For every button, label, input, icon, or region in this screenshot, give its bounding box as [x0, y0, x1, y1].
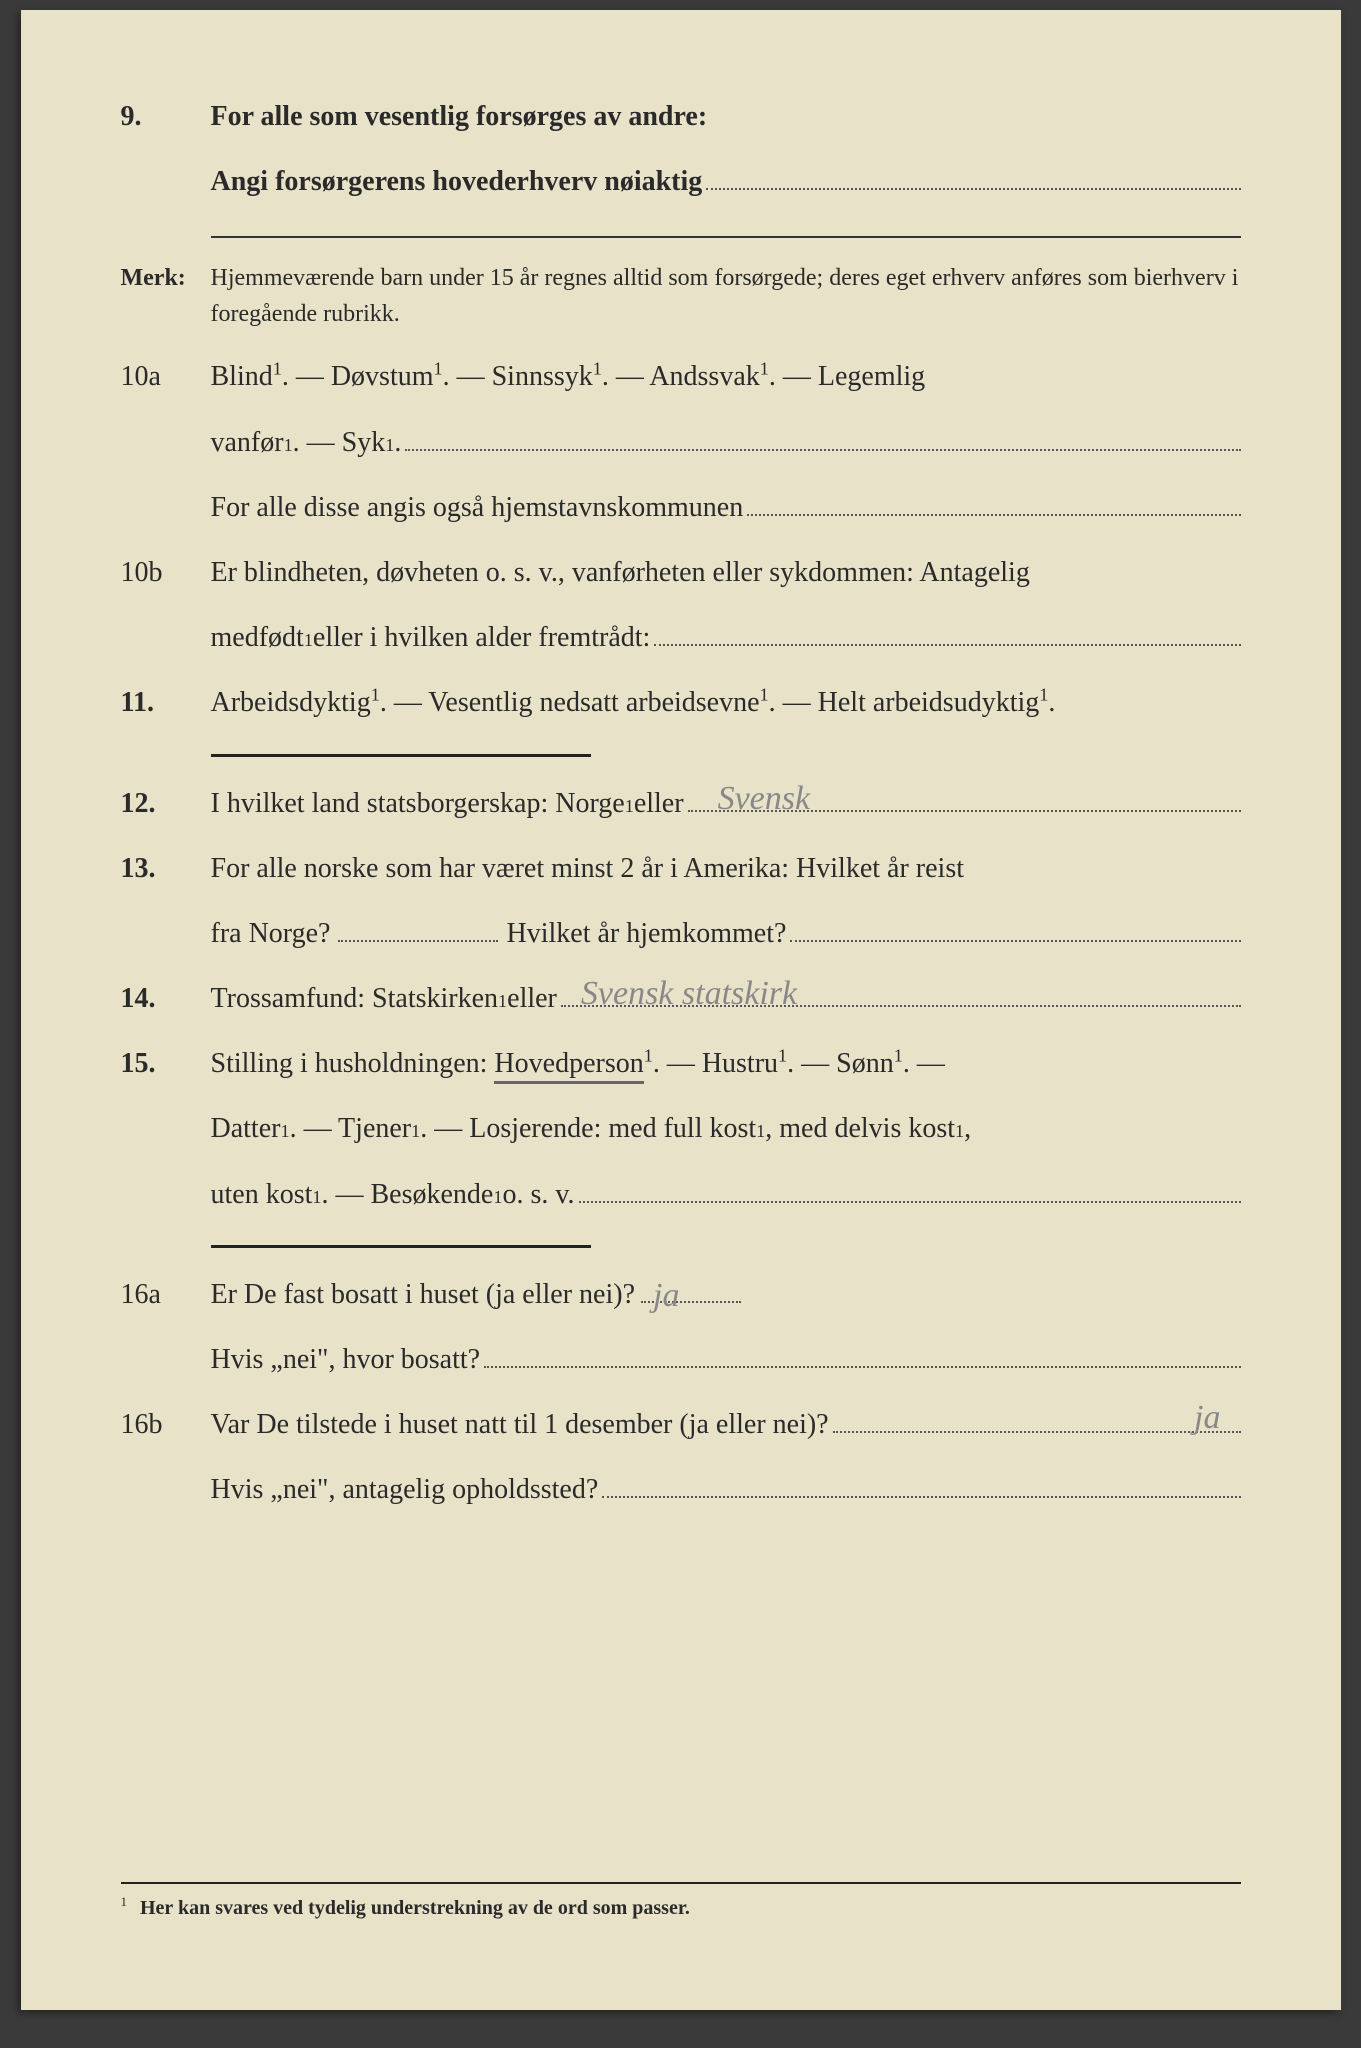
q14-blank[interactable]: Svensk statskirk — [561, 974, 1241, 1007]
footnote: 1 Her kan svares ved tydelig understrekn… — [121, 1872, 1241, 1920]
q16a-line2-row: Hvis „nei", hvor bosatt? — [211, 1333, 1241, 1386]
question-15: 15. Stilling i husholdningen: Hovedperso… — [121, 1037, 1241, 1090]
census-form-page: 9. For alle som vesentlig forsørges av a… — [21, 10, 1341, 2010]
question-12: 12. I hvilket land statsborgerskap: Norg… — [121, 777, 1241, 830]
q10b-number: 10b — [121, 546, 211, 599]
divider-after-11 — [211, 754, 591, 757]
q9-line2-row: Angi forsørgerens hovederhverv nøiaktig — [211, 155, 1241, 208]
q10b-line2-row: medfødt1 eller i hvilken alder fremtrådt… — [211, 611, 1241, 664]
divider-after-9 — [211, 236, 1241, 238]
q16a-blank2[interactable] — [484, 1335, 1240, 1368]
q12-handwritten: Svensk — [718, 767, 811, 832]
q16a-handwritten: ja — [653, 1264, 679, 1329]
q10a-line2-row: vanfør1. — Syk1. — [211, 416, 1241, 469]
q13-line1: For alle norske som har været minst 2 år… — [211, 842, 1241, 895]
q10b-line1: Er blindheten, døvheten o. s. v., vanfør… — [211, 546, 1241, 599]
question-11: 11. Arbeidsdyktig1. — Vesentlig nedsatt … — [121, 676, 1241, 729]
q9-number: 9. — [121, 90, 211, 143]
q13-line2-row: fra Norge? Hvilket år hjemkommet? — [211, 907, 1241, 960]
q13-number: 13. — [121, 842, 211, 895]
q15-line1: Stilling i husholdningen: Hovedperson1. … — [211, 1037, 1241, 1090]
q10a-line3-row: For alle disse angis også hjemstavnskomm… — [211, 481, 1241, 534]
footnote-rule — [121, 1882, 1241, 1884]
q10a-line3: For alle disse angis også hjemstavnskomm… — [211, 481, 744, 534]
q14-handwritten: Svensk statskirk — [581, 962, 797, 1027]
q16b-line2-row: Hvis „nei", antagelig opholdssted? — [211, 1463, 1241, 1516]
q16b-blank1[interactable]: ja — [833, 1400, 1241, 1433]
footnote-text: Her kan svares ved tydelig understreknin… — [140, 1897, 690, 1919]
q16b-blank2[interactable] — [602, 1466, 1240, 1499]
question-16a: 16a Er De fast bosatt i huset (ja eller … — [121, 1268, 1241, 1321]
q15-hovedperson-underlined: Hovedperson — [494, 1048, 643, 1084]
q10a-blank1[interactable] — [405, 418, 1240, 451]
q13-blank2[interactable] — [790, 909, 1240, 942]
q9-line1: For alle som vesentlig forsørges av andr… — [211, 90, 1241, 143]
q10a-number: 10a — [121, 350, 211, 403]
q16b-line1: Var De tilstede i huset natt til 1 desem… — [211, 1398, 1241, 1451]
q11-text: Arbeidsdyktig1. — Vesentlig nedsatt arbe… — [211, 676, 1241, 729]
question-9: 9. For alle som vesentlig forsørges av a… — [121, 90, 1241, 143]
question-13: 13. For alle norske som har været minst … — [121, 842, 1241, 895]
q10a-line1: Blind1. — Døvstum1. — Sinnssyk1. — Andss… — [211, 350, 1241, 403]
q14-content: Trossamfund: Statskirken1 eller Svensk s… — [211, 972, 1241, 1025]
q14-number: 14. — [121, 972, 211, 1025]
q15-line2-row: Datter1. — Tjener1. — Losjerende: med fu… — [211, 1102, 1241, 1155]
q13-blank1[interactable] — [338, 917, 498, 941]
q16a-blank1[interactable]: ja — [641, 1278, 741, 1302]
q9-blank[interactable] — [706, 157, 1240, 190]
question-16b: 16b Var De tilstede i huset natt til 1 d… — [121, 1398, 1241, 1451]
q15-number: 15. — [121, 1037, 211, 1090]
question-10a: 10a Blind1. — Døvstum1. — Sinnssyk1. — A… — [121, 350, 1241, 403]
q15-blank[interactable] — [579, 1170, 1241, 1203]
divider-after-15 — [211, 1245, 591, 1248]
q11-number: 11. — [121, 676, 211, 729]
q10a-blank2[interactable] — [747, 483, 1240, 516]
question-14: 14. Trossamfund: Statskirken1 eller Sven… — [121, 972, 1241, 1025]
merk-note: Merk: Hjemmeværende barn under 15 år reg… — [121, 260, 1241, 332]
merk-text: Hjemmeværende barn under 15 år regnes al… — [211, 260, 1241, 332]
q10b-blank[interactable] — [654, 613, 1240, 646]
q12-number: 12. — [121, 777, 211, 830]
q16a-line1: Er De fast bosatt i huset (ja eller nei)… — [211, 1268, 1241, 1321]
q16b-number: 16b — [121, 1398, 211, 1451]
q12-content: I hvilket land statsborgerskap: Norge1 e… — [211, 777, 1241, 830]
q15-line3-row: uten kost1. — Besøkende1 o. s. v. — [211, 1168, 1241, 1221]
question-10b: 10b Er blindheten, døvheten o. s. v., va… — [121, 546, 1241, 599]
q16b-handwritten: ja — [1194, 1386, 1220, 1451]
q16a-number: 16a — [121, 1268, 211, 1321]
q9-line2: Angi forsørgerens hovederhverv nøiaktig — [211, 155, 703, 208]
q12-blank[interactable]: Svensk — [688, 779, 1241, 812]
footnote-marker: 1 — [121, 1894, 128, 1909]
merk-label: Merk: — [121, 260, 211, 296]
